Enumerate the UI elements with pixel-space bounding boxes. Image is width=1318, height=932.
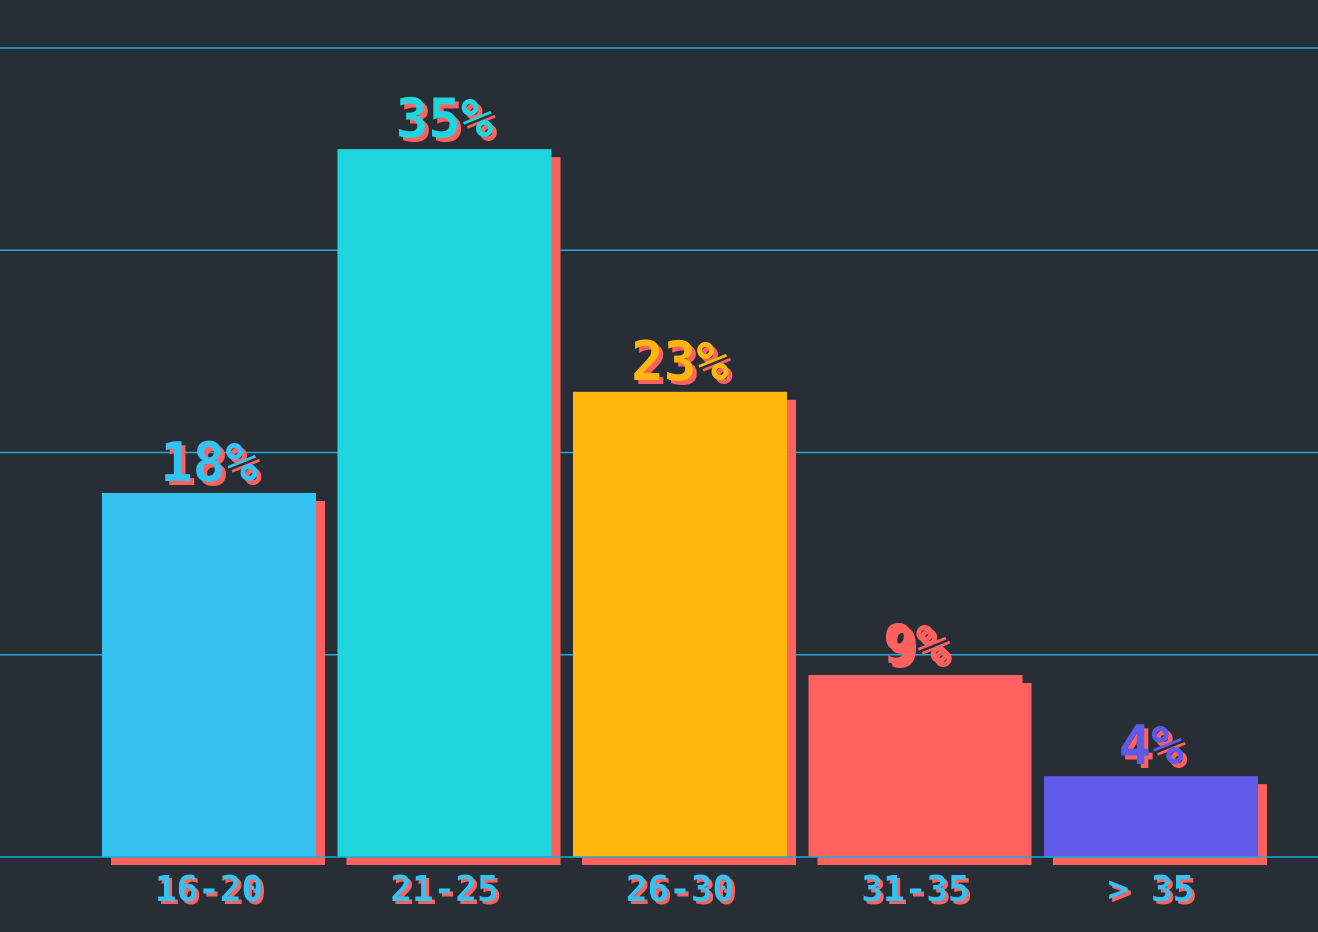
bar-26-30 [573, 391, 787, 857]
category-label-shadow: > 35 [1111, 872, 1198, 913]
bar-21-25 [337, 149, 552, 857]
value-label: 23% [631, 330, 729, 393]
value-label-shadow: 4% [1122, 718, 1188, 781]
value-label-shadow: 23% [635, 334, 733, 397]
category-label: 21-25 [390, 869, 498, 910]
bar-16-20 [102, 492, 316, 857]
category-label: 31-35 [861, 869, 969, 910]
bars [102, 149, 1267, 865]
value-label: 9% [883, 613, 949, 676]
category-label-shadow: 26-30 [629, 872, 737, 913]
category-label: > 35 [1108, 869, 1195, 910]
value-label: 18% [160, 431, 258, 494]
value-label-shadow: 18% [164, 435, 262, 498]
value-labels: 18%18% 35%35% 23%23% 9%9% 4%4% [160, 87, 1188, 781]
bar-31-35 [808, 674, 1023, 857]
category-label: 26-30 [626, 869, 734, 910]
value-label-shadow: 9% [887, 617, 953, 680]
category-label-shadow: 31-35 [864, 872, 972, 913]
category-label-shadow: 16-20 [158, 872, 266, 913]
value-label: 35% [396, 87, 494, 150]
value-label-shadow: 35% [400, 91, 498, 154]
category-label-shadow: 21-25 [393, 872, 501, 913]
category-label: 16-20 [155, 869, 263, 910]
bar-35 [1044, 776, 1258, 857]
value-label: 4% [1118, 714, 1184, 777]
